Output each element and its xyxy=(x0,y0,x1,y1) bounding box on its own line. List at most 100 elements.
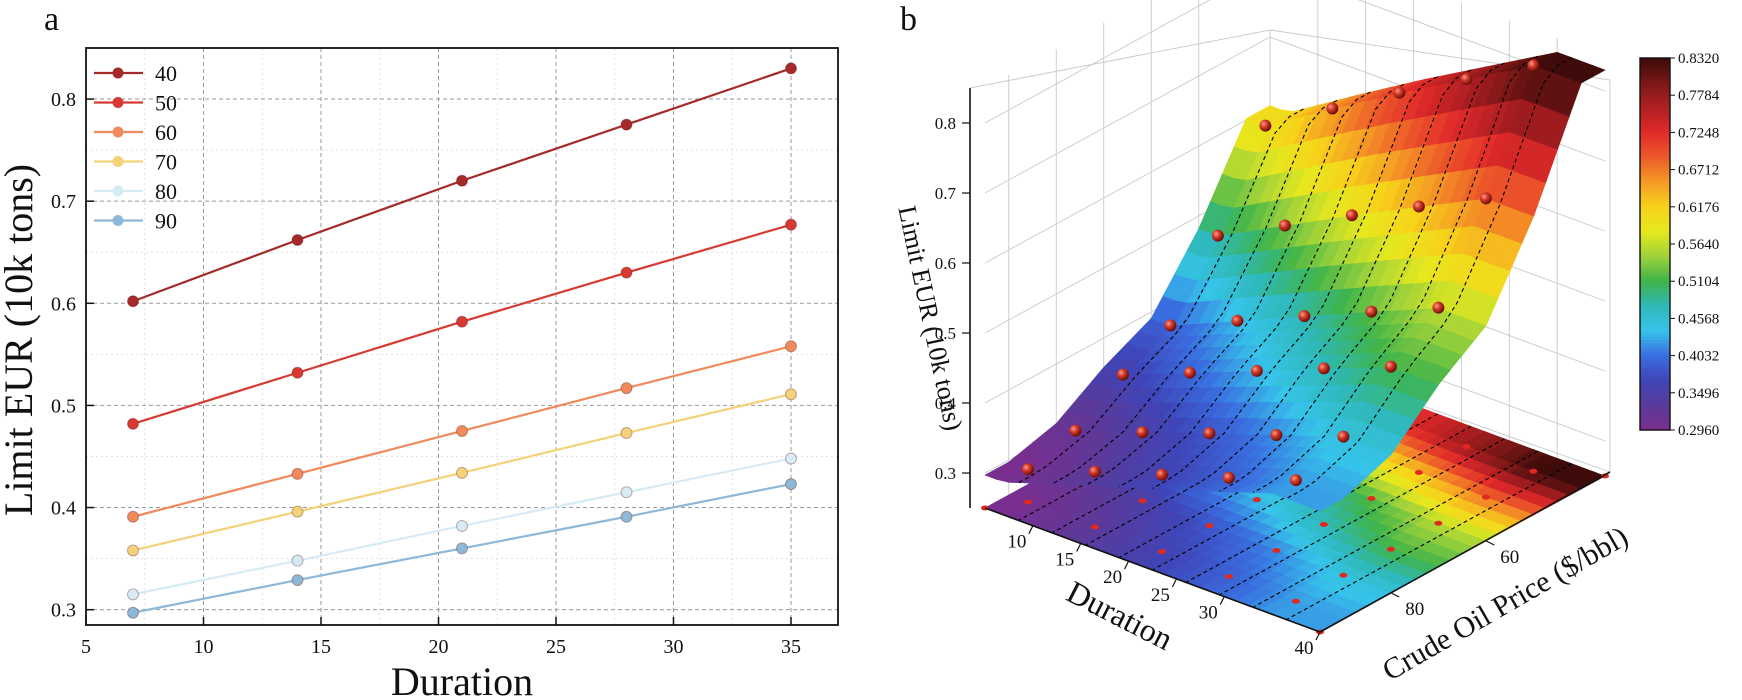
floor-point xyxy=(1224,573,1233,579)
colorbar-band xyxy=(1640,244,1670,248)
data-sphere xyxy=(1432,301,1445,314)
x3d-tick-label: 10 xyxy=(1007,532,1026,553)
surface-chart-x-axis xyxy=(984,507,1321,633)
data-sphere xyxy=(1365,305,1378,318)
colorbar-band xyxy=(1640,302,1670,307)
colorbar-band xyxy=(1640,85,1670,90)
surface-contour-line xyxy=(1185,69,1472,491)
data-point xyxy=(456,315,468,328)
line-chart-legend: 40 50 60 70 80 90 xyxy=(94,61,177,234)
floor-point xyxy=(1023,499,1032,505)
surface-contour-line xyxy=(1219,62,1505,492)
x3d-tick-label: 15 xyxy=(1055,549,1074,570)
colorbar-band xyxy=(1640,213,1670,217)
colorbar-band xyxy=(1640,191,1670,195)
line-chart-x-ticks: 5 10 15 20 25 30 35 xyxy=(81,617,801,658)
data-point xyxy=(291,505,304,518)
colorbar-band xyxy=(1640,420,1670,425)
floor-contour-line xyxy=(1219,438,1505,596)
colorbar-band xyxy=(1640,395,1670,400)
colorbar-tick-label: 0.4032 xyxy=(1678,349,1719,365)
data-sphere xyxy=(1183,366,1196,379)
colorbar-band xyxy=(1640,172,1670,177)
surface-chart-data-spheres xyxy=(1021,59,1540,487)
colorbar-band xyxy=(1640,318,1670,323)
legend-marker xyxy=(112,97,124,108)
colorbar-band xyxy=(1640,426,1670,431)
colorbar-band xyxy=(1640,402,1670,406)
data-point xyxy=(456,466,468,479)
data-sphere xyxy=(1231,314,1244,327)
floor-point xyxy=(1138,498,1147,504)
floor-point xyxy=(1367,495,1376,501)
colorbar-band xyxy=(1640,129,1670,133)
data-point xyxy=(127,417,139,430)
floor-point xyxy=(1090,524,1099,530)
colorbar-band xyxy=(1640,321,1670,326)
line-chart-x-axis-label: Duration xyxy=(391,659,533,700)
colorbar-band xyxy=(1640,417,1670,422)
floor-point xyxy=(1205,523,1214,529)
colorbar-band xyxy=(1640,259,1670,264)
colorbar-band xyxy=(1640,265,1670,270)
surface-chart-colorbar: 0.8320 0.7784 0.7248 0.6712 0.6176 0.5640 0.51… xyxy=(1639,51,1720,439)
colorbar-band xyxy=(1640,275,1670,279)
legend-marker xyxy=(112,185,124,197)
x-tick-label: 5 xyxy=(81,636,91,658)
legend-label: 60 xyxy=(155,120,177,145)
legend-label: 70 xyxy=(155,150,177,175)
colorbar-band xyxy=(1640,399,1670,403)
x3d-tick-mark xyxy=(1315,631,1321,641)
data-point xyxy=(620,382,633,395)
data-point xyxy=(785,340,797,353)
colorbar-band xyxy=(1640,383,1670,388)
colorbar-band xyxy=(1640,216,1670,220)
colorbar-ticks: 0.8320 0.7784 0.7248 0.6712 0.6176 0.5640 0.51… xyxy=(1670,51,1720,439)
colorbar-band xyxy=(1640,166,1670,171)
x3d-tick-mark xyxy=(1124,560,1130,570)
y-tick-label: 0.3 xyxy=(51,600,76,622)
data-sphere xyxy=(1116,368,1129,381)
colorbar-band xyxy=(1640,151,1670,155)
colorbar-band xyxy=(1640,278,1670,282)
colorbar-band xyxy=(1640,163,1670,168)
data-point xyxy=(620,427,633,440)
floor-corner-point xyxy=(1601,473,1609,479)
x3d-tick-mark xyxy=(1028,525,1034,534)
colorbar-band xyxy=(1640,113,1670,118)
colorbar-band xyxy=(1640,290,1670,295)
floor-contour-line xyxy=(1286,463,1572,621)
colorbar-band xyxy=(1640,392,1670,397)
colorbar-band xyxy=(1640,312,1670,316)
colorbar-tick-label: 0.7784 xyxy=(1678,88,1720,104)
data-point xyxy=(291,366,304,379)
data-point xyxy=(620,266,633,279)
colorbar-band xyxy=(1640,287,1670,292)
data-sphere xyxy=(1278,219,1291,232)
line-chart-y-ticks: 0.3 0.4 0.5 0.6 0.7 0.8 xyxy=(51,89,94,622)
data-sphere xyxy=(1527,59,1540,72)
data-point xyxy=(127,544,139,557)
colorbar-band xyxy=(1640,206,1670,211)
data-point xyxy=(127,510,139,523)
x3d-tick-mark xyxy=(1219,596,1225,605)
floor-point xyxy=(1339,572,1348,578)
colorbar-band xyxy=(1640,120,1670,124)
data-sphere xyxy=(1393,86,1406,99)
data-sphere xyxy=(1250,364,1263,377)
colorbar-band xyxy=(1640,123,1670,127)
colorbar-band xyxy=(1640,361,1670,366)
colorbar-band xyxy=(1640,175,1670,180)
colorbar-band xyxy=(1640,327,1670,332)
data-sphere xyxy=(1222,471,1235,484)
data-point xyxy=(456,174,468,187)
colorbar-band xyxy=(1640,306,1670,310)
data-sphere xyxy=(1088,465,1101,478)
colorbar-band xyxy=(1640,138,1670,143)
legend-marker xyxy=(112,67,124,79)
colorbar-band xyxy=(1640,219,1670,223)
surface-chart-y-axis xyxy=(1319,471,1611,633)
surface-chart-z-ticks: 0.3 0.4 0.5 0.6 0.7 0.8 xyxy=(935,114,970,483)
colorbar-tick-label: 0.4568 xyxy=(1678,311,1719,327)
